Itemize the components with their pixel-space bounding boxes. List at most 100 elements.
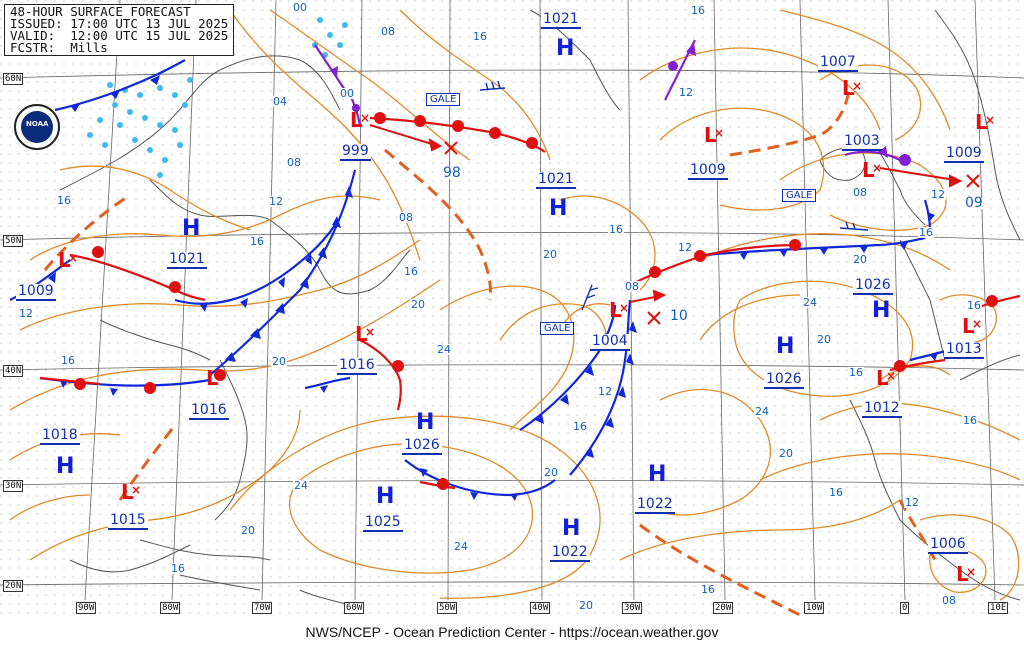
isobar-label: 08 (286, 156, 302, 169)
lon-label: 90W (76, 602, 97, 614)
isobar-label: 20 (543, 466, 559, 479)
isobar-label: 20 (852, 253, 868, 266)
lon-label: 80W (160, 602, 181, 614)
isobar-label: 24 (293, 479, 309, 492)
lon-label: 20W (713, 602, 734, 614)
isobar-label: 00 (292, 1, 308, 14)
isobar-label: 16 (608, 223, 624, 236)
low-center: L × (58, 248, 79, 272)
low-pressure-value: 999 (340, 143, 371, 161)
header-forecaster: FCSTR: Mills (10, 40, 108, 55)
high-pressure-value: 1021 (167, 251, 207, 269)
low-pressure-value: 1007 (818, 54, 858, 72)
isobar-label: 08 (398, 211, 414, 224)
high-center: H (872, 298, 891, 323)
isobar-label: 00 (339, 87, 355, 100)
isobar-label: 16 (249, 235, 265, 248)
high-center: H (556, 36, 575, 61)
isobar-label: 12 (677, 241, 693, 254)
isobar-label: 20 (271, 355, 287, 368)
future-low-pressure: 09 (964, 195, 984, 211)
header-title: 48-HOUR SURFACE FORECAST (10, 4, 191, 19)
high-pressure-value: 1022 (550, 544, 590, 562)
isobar-label: 20 (778, 447, 794, 460)
high-pressure-value: 1026 (402, 437, 442, 455)
low-pressure-value: 1012 (862, 400, 902, 418)
isobar-label: 16 (918, 226, 934, 239)
low-center: L × (956, 562, 977, 586)
low-center: L × (355, 322, 376, 346)
high-pressure-value: 1021 (536, 171, 576, 189)
gale-warning: GALE (782, 189, 817, 202)
lat-label: 60N (3, 73, 24, 85)
troughs (43, 94, 937, 617)
noaa-logo: NOAA (14, 104, 60, 150)
low-pressure-value: 1003 (842, 133, 882, 151)
header-issued: ISSUED: 17:00 UTC 13 JUL 2025 (10, 16, 229, 31)
lon-label: 50W (437, 602, 458, 614)
footer-background (0, 620, 1024, 652)
high-center: H (776, 334, 795, 359)
isobar-label: 12 (904, 496, 920, 509)
isobar-label: 12 (930, 188, 946, 201)
isobar-label: 20 (410, 298, 426, 311)
occluded-symbols (330, 42, 911, 166)
high-pressure-value: 1021 (541, 11, 581, 29)
isobar-label: 08 (941, 594, 957, 607)
header-valid: VALID: 12:00 UTC 15 JUL 2025 (10, 28, 229, 43)
high-pressure-value: 1022 (635, 496, 675, 514)
lon-label: 40W (530, 602, 551, 614)
high-pressure-value: 1018 (40, 427, 80, 445)
ice-field (87, 17, 348, 178)
low-pressure-value: 1009 (944, 145, 984, 163)
isobar-label: 20 (240, 524, 256, 537)
isobar-label: 24 (802, 296, 818, 309)
isobar-label: 24 (453, 540, 469, 553)
lat-label: 20N (3, 580, 24, 592)
isobar-label: 08 (380, 25, 396, 38)
isobar-label: 16 (700, 583, 716, 596)
gale-warning: GALE (426, 93, 461, 106)
isobar-label: 16 (690, 4, 706, 17)
high-center: H (376, 484, 395, 509)
low-pressure-value: 1009 (16, 283, 56, 301)
high-center: H (562, 516, 581, 541)
isobar-label: 20 (816, 333, 832, 346)
background-grid (0, 0, 1024, 620)
lat-label: 40N (3, 365, 24, 377)
low-center: L × (206, 366, 227, 390)
future-position-marks (444, 141, 980, 325)
low-pressure-value: 1004 (590, 333, 630, 351)
low-pressure-value: 1016 (337, 357, 377, 375)
high-center: H (182, 216, 201, 241)
gale-warning: GALE (540, 322, 575, 335)
lat-label: 50N (3, 235, 24, 247)
low-center: L × (962, 314, 983, 338)
low-pressure-value: 1009 (688, 162, 728, 180)
isobar-label: 08 (624, 280, 640, 293)
coastlines (59, 9, 1021, 606)
isobar-label: 16 (403, 265, 419, 278)
isobar-label: 16 (572, 420, 588, 433)
future-low-pressure: 98 (442, 165, 462, 181)
isobar-label: 08 (852, 186, 868, 199)
lon-label: 60W (344, 602, 365, 614)
isobar-label: 12 (678, 86, 694, 99)
low-center: L × (842, 76, 863, 100)
isobar-label: 16 (56, 194, 72, 207)
high-center: H (648, 462, 667, 487)
isobar-label: 16 (828, 486, 844, 499)
lon-label: 10W (804, 602, 825, 614)
high-center: H (56, 454, 75, 479)
low-center: L × (876, 366, 897, 390)
isobar-label: 24 (436, 343, 452, 356)
isobar-label: 20 (542, 248, 558, 261)
high-pressure-value: 1026 (764, 371, 804, 389)
low-center: L × (121, 480, 142, 504)
low-center: L × (350, 108, 371, 132)
lon-label: 0 (900, 602, 910, 614)
isobar-label: 16 (848, 366, 864, 379)
low-pressure-value: 1006 (928, 536, 968, 554)
